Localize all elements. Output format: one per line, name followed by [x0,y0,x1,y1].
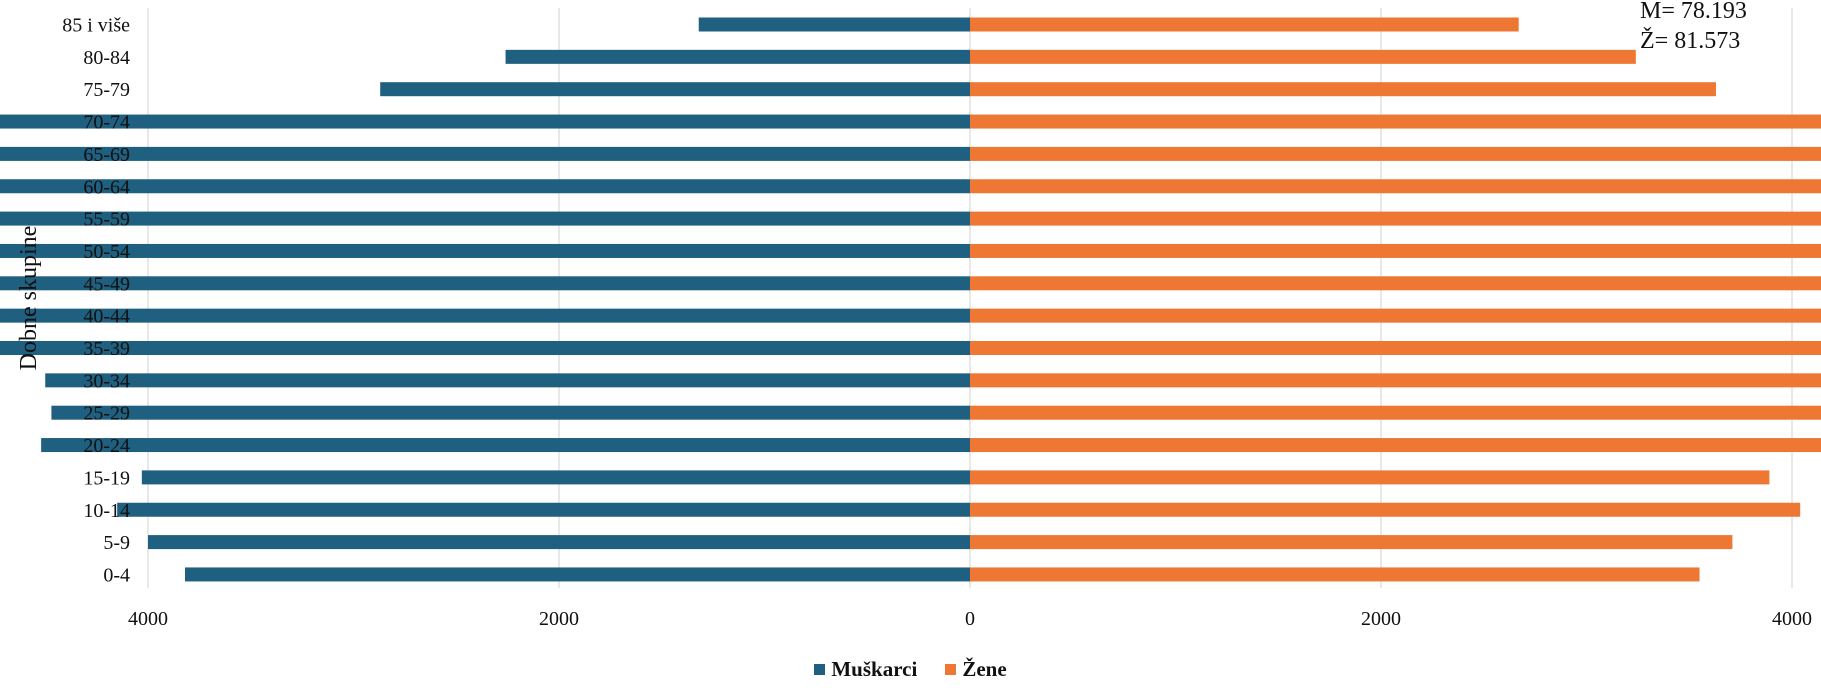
y-tick-label: 5-9 [103,532,130,554]
bar-male [0,276,970,291]
bar-male [0,308,971,323]
bar-male [184,567,971,582]
y-tick-label: 70-74 [83,112,130,134]
x-tick-label: 2000 [539,608,579,630]
bar-male [0,179,970,194]
bar-female [970,179,1821,194]
bar-female [970,276,1821,291]
bar-female [970,211,1821,226]
legend-swatch-male [814,664,826,675]
bar-female [970,373,1821,388]
bar-male [698,17,970,32]
y-tick-label: 50-54 [83,241,130,263]
x-tick-label: 0 [965,608,975,630]
bars [0,17,1821,582]
bar-female [970,243,1821,258]
y-tick-label: 25-29 [83,403,130,425]
bar-female [970,146,1821,161]
bar-male [117,502,971,517]
y-tick-label: 55-59 [83,209,130,231]
y-tick-label: 85 i više [62,15,130,37]
bar-male [41,438,970,453]
x-tick-label: 2000 [1361,608,1401,630]
bar-male [148,535,970,550]
bar-male [141,470,970,485]
bar-male [45,373,970,388]
bar-female [970,308,1821,323]
bar-female [970,405,1821,420]
y-axis-title: Dobne skupine [16,226,42,371]
y-tick-label: 0-4 [103,564,130,586]
bar-female [970,341,1821,355]
y-tick-label: 65-69 [83,144,130,166]
bar-female [970,502,1801,517]
y-tick-label: 35-39 [83,338,130,360]
legend-swatch-female [945,664,957,675]
bar-female [970,114,1821,129]
y-tick-label: 80-84 [83,47,130,69]
y-tick-label: 60-64 [83,176,130,198]
y-tick-label: 75-79 [83,79,130,101]
bar-male [0,114,971,129]
bar-female [970,49,1636,64]
life-expectancy-annotation: M= 78.193 Ž= 81.573 [1640,0,1747,56]
x-tick-label: 4000 [128,608,168,630]
bar-male [51,405,971,420]
bar-female [970,438,1821,453]
bar-male [380,82,971,97]
y-tick-labels: 85 i više 80-84 75-79 70-74 65-69 60-64 55-59 5… [62,15,130,587]
legend: Muškarci Žene [0,657,1821,682]
legend-item-female: Žene [945,657,1007,682]
y-tick-label: 20-24 [83,435,130,457]
y-tick-label: 10-14 [83,500,130,522]
gridlines [147,8,1793,588]
annotation-female: Ž= 81.573 [1640,28,1741,54]
bar-male [0,146,970,161]
bar-female [970,470,1770,485]
bar-female [970,17,1519,32]
annotation-male: M= 78.193 [1640,0,1747,24]
bar-female [970,82,1716,97]
bar-male [0,341,971,355]
y-tick-label: 30-34 [83,370,130,392]
x-tick-labels: 800060004000200002000400060008000 [128,608,1812,630]
bar-male [505,49,970,64]
y-tick-label: 40-44 [83,306,130,328]
legend-label-male: Muškarci [831,657,918,681]
y-tick-label: 15-19 [83,467,130,489]
legend-item-male: Muškarci [814,657,917,682]
bar-male [0,243,971,258]
bar-male [0,211,970,226]
bar-female [970,567,1700,582]
bar-female [970,535,1733,550]
legend-label-female: Žene [962,657,1007,681]
x-tick-label: 4000 [1772,608,1812,630]
y-tick-label: 45-49 [83,273,130,295]
